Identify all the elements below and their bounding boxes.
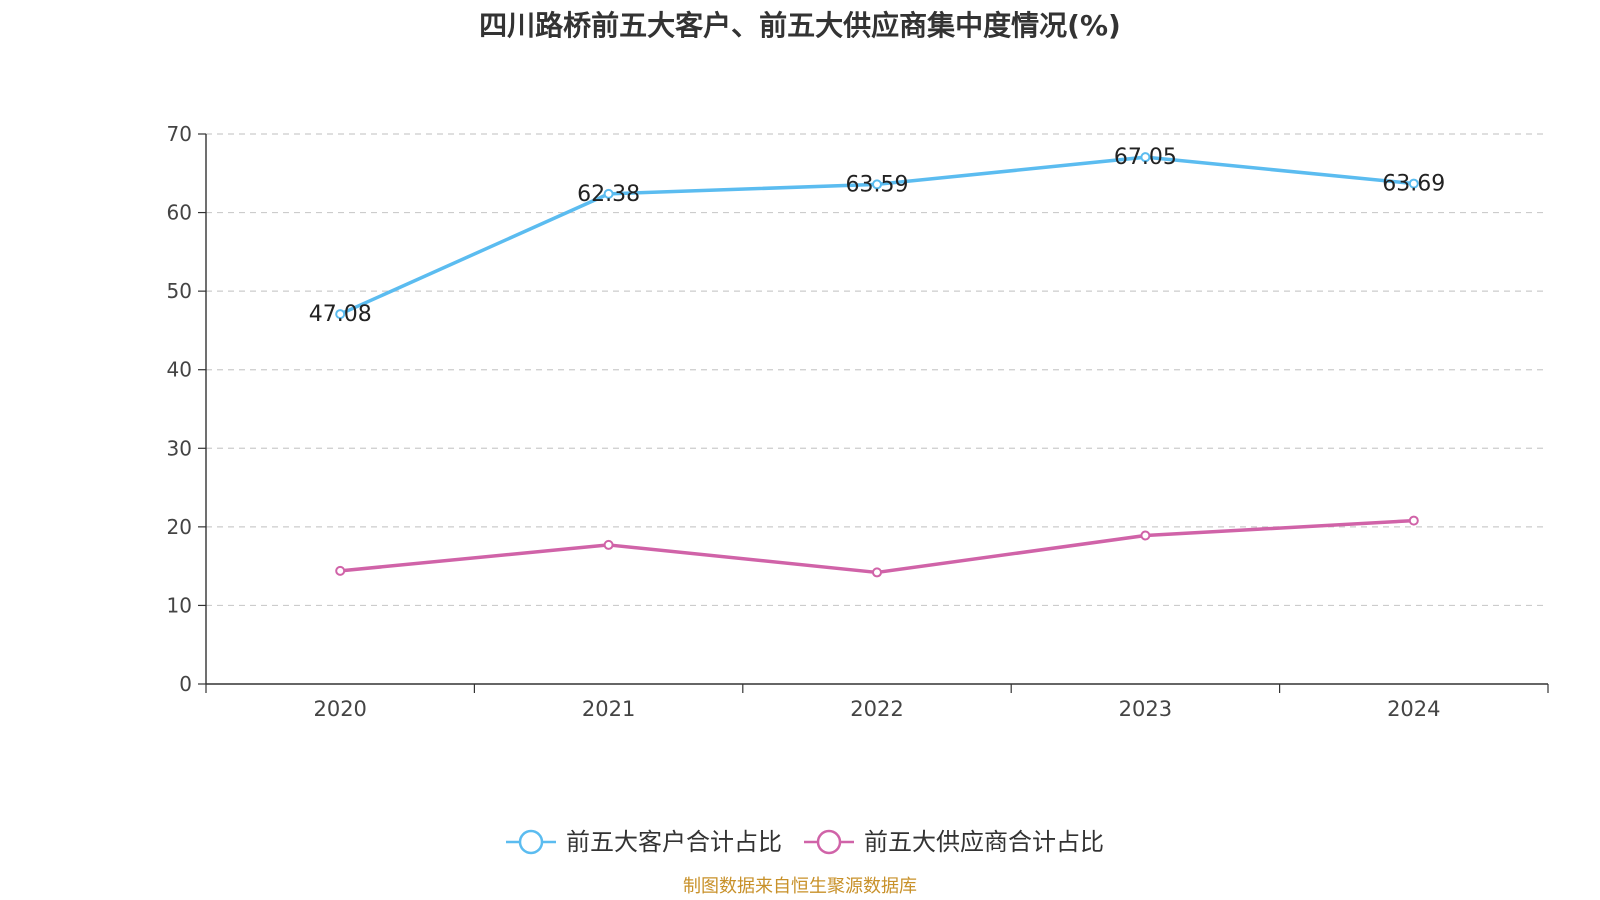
- source-note: 制图数据来自恒生聚源数据库: [683, 876, 917, 897]
- series-line-2: [340, 518, 1414, 575]
- data-label: 67.05: [1114, 145, 1177, 170]
- y-tick-label: 60: [167, 201, 192, 225]
- y-tick-label: 30: [167, 436, 192, 460]
- data-label: 47.08: [309, 302, 372, 327]
- x-tick-label: 2024: [1387, 697, 1440, 721]
- y-tick-label: 0: [179, 672, 192, 696]
- data-point: [1140, 530, 1151, 541]
- data-label: 63.69: [1382, 172, 1445, 197]
- data-label: 63.59: [846, 172, 909, 197]
- chart-title: 四川路桥前五大客户、前五大供应商集中度情况(%): [479, 9, 1121, 42]
- x-tick-label: 2020: [313, 697, 366, 721]
- y-tick-label: 20: [167, 515, 192, 539]
- x-tick-label: 2021: [582, 697, 635, 721]
- data-point: [1408, 515, 1419, 526]
- y-tick-label: 10: [167, 593, 192, 617]
- legend-marker-1: [518, 829, 544, 855]
- data-point: [1408, 178, 1419, 189]
- data-label: 62.38: [577, 182, 640, 207]
- data-point: [1140, 152, 1151, 163]
- data-point: [872, 179, 882, 190]
- y-tick-label: 70: [167, 122, 192, 146]
- data-point: [335, 565, 346, 576]
- y-tick-label: 50: [167, 279, 192, 303]
- data-point: [603, 188, 614, 199]
- legend-label-1: 前五大客户合计占比: [566, 828, 782, 856]
- data-point: [335, 309, 346, 320]
- x-tick-label: 2023: [1119, 697, 1172, 721]
- data-point: [872, 567, 882, 578]
- legend-marker-2: [816, 829, 842, 855]
- legend-label-2: 前五大供应商合计占比: [864, 828, 1104, 856]
- data-point: [603, 539, 614, 550]
- y-tick-label: 40: [167, 358, 192, 382]
- x-tick-label: 2022: [850, 697, 903, 721]
